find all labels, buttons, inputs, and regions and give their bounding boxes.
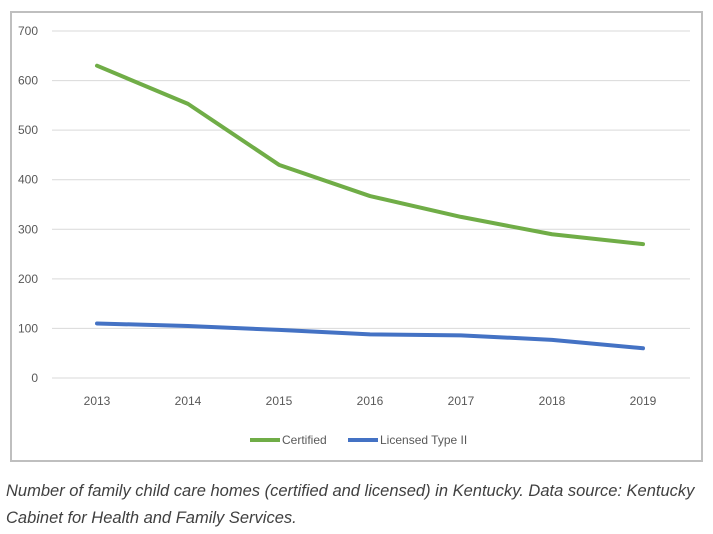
y-tick-label: 300 (18, 222, 38, 236)
x-tick-label: 2013 (84, 394, 111, 408)
figure-caption: Number of family child care homes (certi… (6, 482, 695, 527)
y-tick-label: 700 (18, 24, 38, 38)
x-tick-label: 2014 (175, 394, 202, 408)
y-tick-label: 100 (18, 321, 38, 335)
y-tick-label: 600 (18, 74, 38, 88)
y-tick-label: 0 (31, 371, 38, 385)
line-chart: 0 100 200 300 400 500 600 700 2013 2014 2015 2016 20… (18, 24, 690, 447)
y-tick-label: 400 (18, 173, 38, 187)
y-tick-label: 500 (18, 123, 38, 137)
x-tick-label: 2015 (266, 394, 293, 408)
legend-label: Certified (282, 433, 327, 447)
legend-label: Licensed Type II (380, 433, 467, 447)
x-tick-label: 2019 (630, 394, 657, 408)
series-line-licensed-type-ii (95, 321, 645, 351)
y-tick-label: 200 (18, 272, 38, 286)
x-tick-label: 2017 (448, 394, 475, 408)
x-tick-label: 2016 (357, 394, 384, 408)
x-tick-label: 2018 (539, 394, 566, 408)
series-line-certified (95, 63, 645, 247)
